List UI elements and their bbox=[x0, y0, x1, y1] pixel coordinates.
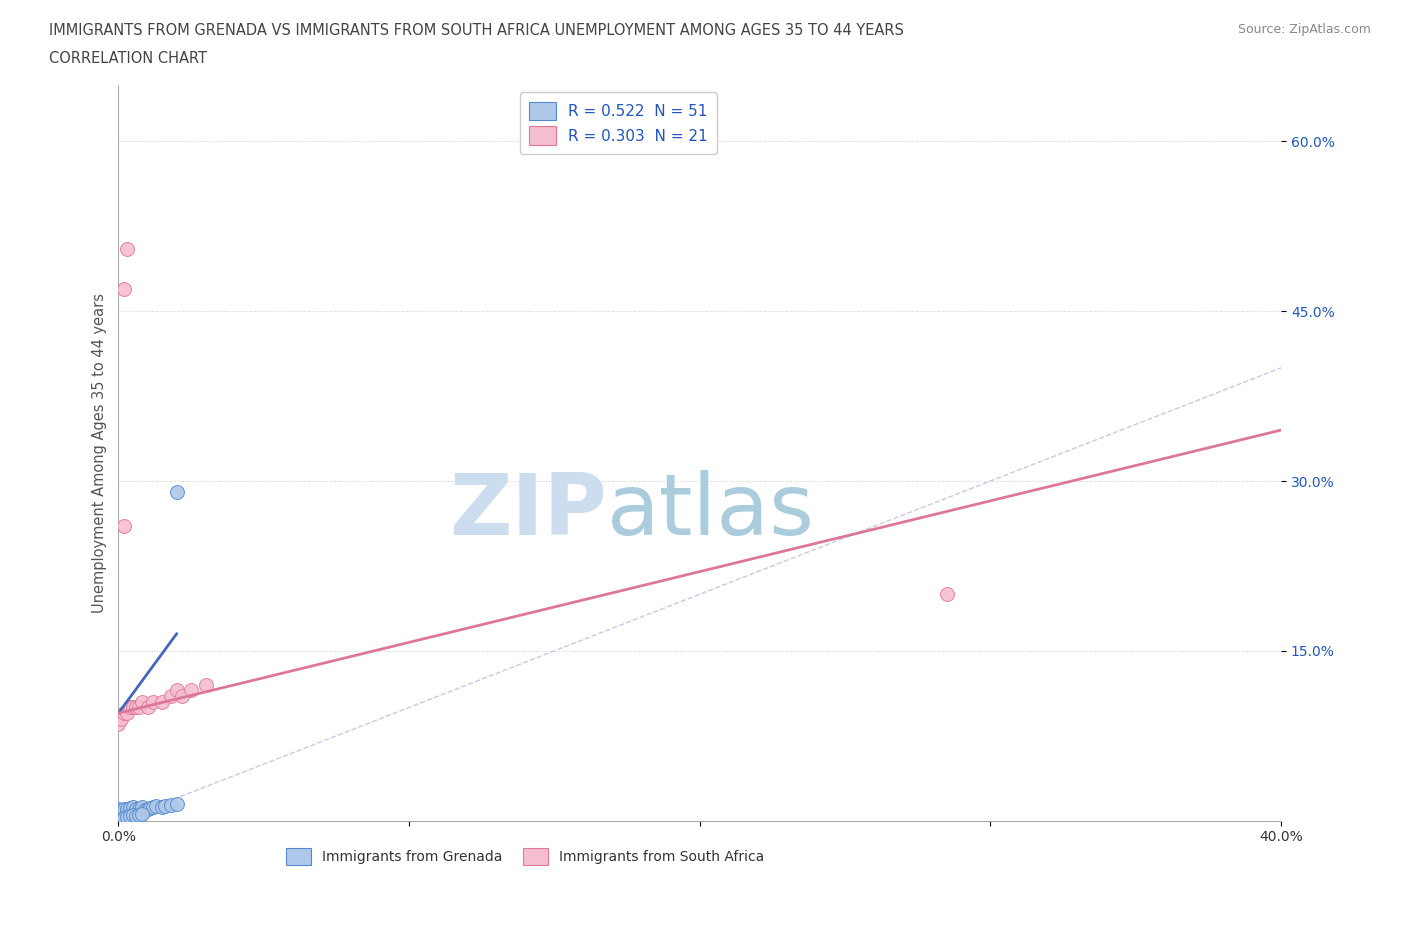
Point bbox=[136, 802, 159, 817]
Point bbox=[112, 811, 135, 826]
Point bbox=[142, 695, 165, 710]
Y-axis label: Unemployment Among Ages 35 to 44 years: Unemployment Among Ages 35 to 44 years bbox=[93, 293, 107, 613]
Point bbox=[112, 807, 135, 822]
Point bbox=[128, 807, 150, 822]
Point bbox=[125, 806, 148, 821]
Legend: Immigrants from Grenada, Immigrants from South Africa: Immigrants from Grenada, Immigrants from… bbox=[285, 848, 765, 865]
Point bbox=[159, 689, 181, 704]
Point bbox=[125, 809, 148, 824]
Point bbox=[107, 813, 129, 828]
Point bbox=[115, 810, 138, 825]
Point bbox=[107, 802, 129, 817]
Point bbox=[150, 800, 173, 815]
Point bbox=[122, 807, 145, 822]
Point bbox=[194, 677, 217, 692]
Point bbox=[120, 801, 142, 816]
Point bbox=[110, 812, 132, 827]
Point bbox=[131, 800, 153, 815]
Point bbox=[115, 706, 138, 721]
Point bbox=[125, 700, 148, 715]
Point bbox=[107, 809, 129, 824]
Point bbox=[107, 806, 129, 821]
Point bbox=[153, 799, 176, 814]
Point bbox=[120, 809, 142, 824]
Point bbox=[180, 683, 202, 698]
Point bbox=[112, 811, 135, 826]
Point bbox=[131, 806, 153, 821]
Point bbox=[136, 700, 159, 715]
Point bbox=[120, 809, 142, 824]
Point bbox=[112, 804, 135, 819]
Point bbox=[110, 807, 132, 822]
Text: Source: ZipAtlas.com: Source: ZipAtlas.com bbox=[1237, 23, 1371, 36]
Point bbox=[166, 796, 188, 811]
Point bbox=[110, 805, 132, 820]
Point bbox=[139, 801, 162, 816]
Point bbox=[134, 803, 156, 817]
Point bbox=[107, 805, 129, 820]
Point bbox=[112, 281, 135, 296]
Point bbox=[120, 700, 142, 715]
Point bbox=[107, 811, 129, 826]
Point bbox=[150, 695, 173, 710]
Point bbox=[128, 700, 150, 715]
Point bbox=[935, 587, 957, 602]
Point bbox=[131, 695, 153, 710]
Point bbox=[110, 803, 132, 817]
Point bbox=[107, 812, 129, 827]
Point bbox=[112, 706, 135, 721]
Point bbox=[112, 519, 135, 534]
Point bbox=[107, 810, 129, 825]
Point bbox=[122, 800, 145, 815]
Point bbox=[115, 242, 138, 257]
Point bbox=[112, 802, 135, 817]
Point bbox=[107, 717, 129, 732]
Text: IMMIGRANTS FROM GRENADA VS IMMIGRANTS FROM SOUTH AFRICA UNEMPLOYMENT AMONG AGES : IMMIGRANTS FROM GRENADA VS IMMIGRANTS FR… bbox=[49, 23, 904, 38]
Point bbox=[166, 683, 188, 698]
Point bbox=[131, 804, 153, 819]
Point bbox=[142, 800, 165, 815]
Point bbox=[122, 807, 145, 822]
Point bbox=[166, 485, 188, 499]
Point bbox=[145, 799, 167, 814]
Point bbox=[128, 802, 150, 817]
Text: ZIP: ZIP bbox=[449, 470, 607, 553]
Point bbox=[159, 797, 181, 812]
Point bbox=[172, 689, 194, 704]
Point bbox=[128, 806, 150, 821]
Point bbox=[122, 804, 145, 819]
Point bbox=[107, 804, 129, 819]
Point bbox=[110, 810, 132, 825]
Text: atlas: atlas bbox=[607, 470, 815, 553]
Point bbox=[120, 805, 142, 820]
Point bbox=[107, 807, 129, 822]
Point bbox=[110, 711, 132, 726]
Point bbox=[115, 805, 138, 820]
Text: CORRELATION CHART: CORRELATION CHART bbox=[49, 51, 207, 66]
Point bbox=[125, 802, 148, 817]
Point bbox=[122, 700, 145, 715]
Point bbox=[115, 809, 138, 824]
Point bbox=[115, 802, 138, 817]
